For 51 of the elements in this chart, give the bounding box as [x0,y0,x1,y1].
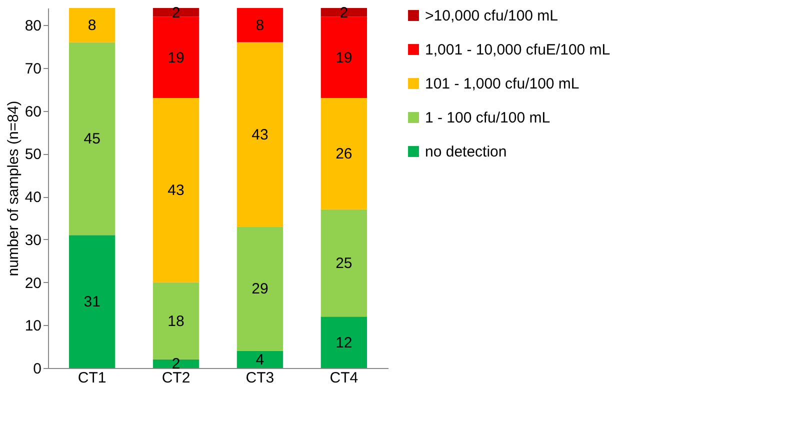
y-tick-label: 40 [24,189,42,206]
bar [68,42,116,236]
data-label: 19 [336,49,352,66]
bar [320,98,368,210]
bar [152,8,200,17]
bar [320,16,368,98]
data-label: 18 [168,312,184,330]
legend-label: 1,001 - 10,000 cfuE/100 mL [425,42,610,58]
y-tick-label: 60 [24,103,42,120]
x-tick-label: CT3 [246,370,274,386]
x-tick-label: CT2 [162,370,190,386]
y-tick-label: 20 [24,274,42,292]
y-tick-label: 80 [24,18,42,35]
data-label: 43 [252,126,268,144]
y-tick-label: 30 [24,232,42,249]
data-label: 4 [256,351,264,368]
bar [152,98,200,282]
data-label: 12 [336,334,352,352]
y-axis-title: number of samples (n=84) [4,100,22,276]
bar [236,42,284,227]
bar [320,209,368,317]
data-label: 19 [168,49,184,66]
y-tick-label: 0 [33,360,42,378]
data-label: 2 [172,4,180,22]
bar [236,8,284,42]
data-label: 8 [256,17,264,34]
data-label: 43 [168,182,184,200]
legend-label: no detection [425,144,507,160]
legend-label: 101 - 1,000 cfu/100 mL [425,76,580,92]
bar [236,350,284,368]
data-label: 26 [336,146,352,163]
legend-label: >10,000 cfu/100 mL [425,8,558,24]
data-label: 31 [84,294,100,311]
bar [68,235,116,368]
data-label: 2 [340,4,348,22]
bar [320,316,368,368]
legend-label: 1 - 100 cfu/100 mL [425,110,550,126]
y-tick-label: 70 [24,60,42,78]
x-tick-label: CT4 [330,370,358,386]
y-tick-label: 50 [24,146,42,164]
bar [68,8,116,42]
bar [320,8,368,17]
bar [152,282,200,360]
data-label: 29 [252,280,268,298]
data-label: 8 [88,17,96,34]
data-label: 25 [336,255,352,272]
data-label: 45 [84,130,100,148]
bar [152,16,200,98]
x-tick-label: CT1 [78,370,106,386]
y-tick-label: 10 [24,318,42,335]
bar [236,226,284,351]
